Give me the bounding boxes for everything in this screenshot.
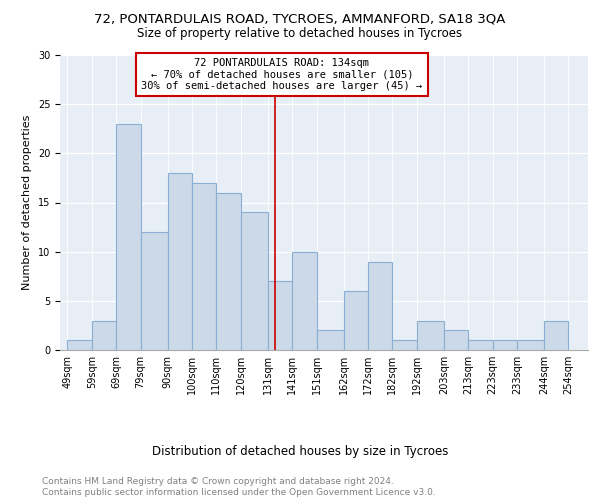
Bar xyxy=(493,340,517,350)
Bar xyxy=(67,340,92,350)
Y-axis label: Number of detached properties: Number of detached properties xyxy=(22,115,32,290)
Bar xyxy=(517,340,544,350)
Bar xyxy=(167,173,192,350)
Bar xyxy=(140,232,167,350)
Bar xyxy=(292,252,317,350)
Bar xyxy=(368,262,392,350)
Bar xyxy=(217,192,241,350)
Bar xyxy=(468,340,493,350)
Text: 72 PONTARDULAIS ROAD: 134sqm
← 70% of detached houses are smaller (105)
30% of s: 72 PONTARDULAIS ROAD: 134sqm ← 70% of de… xyxy=(141,58,422,91)
Bar xyxy=(392,340,417,350)
Bar xyxy=(344,291,368,350)
Bar xyxy=(92,320,116,350)
Text: Size of property relative to detached houses in Tycroes: Size of property relative to detached ho… xyxy=(137,28,463,40)
Bar xyxy=(241,212,268,350)
Bar xyxy=(268,281,292,350)
Bar xyxy=(317,330,344,350)
Text: 72, PONTARDULAIS ROAD, TYCROES, AMMANFORD, SA18 3QA: 72, PONTARDULAIS ROAD, TYCROES, AMMANFOR… xyxy=(94,12,506,26)
Text: Contains HM Land Registry data © Crown copyright and database right 2024.
Contai: Contains HM Land Registry data © Crown c… xyxy=(42,478,436,497)
Text: Distribution of detached houses by size in Tycroes: Distribution of detached houses by size … xyxy=(152,445,448,458)
Bar xyxy=(544,320,568,350)
Bar xyxy=(444,330,468,350)
Bar xyxy=(116,124,140,350)
Bar xyxy=(192,183,217,350)
Bar xyxy=(417,320,444,350)
